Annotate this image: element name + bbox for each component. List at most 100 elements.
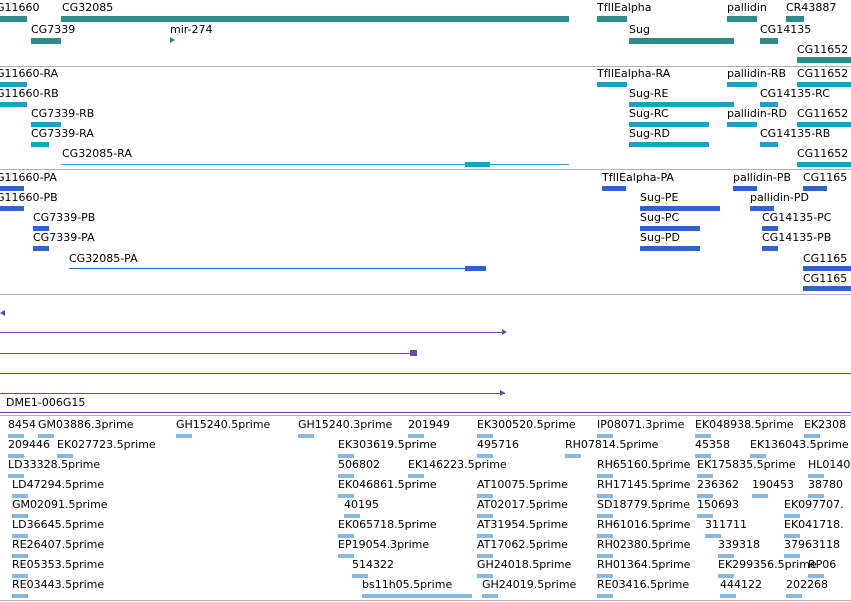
est-feature[interactable]	[808, 574, 824, 578]
est-label[interactable]: 236362	[697, 478, 739, 491]
est-label[interactable]: bs11h05.5prime	[362, 578, 453, 591]
est-feature[interactable]	[176, 434, 192, 438]
gene-feature[interactable]	[597, 16, 627, 22]
est-label[interactable]: 37963118	[784, 538, 840, 551]
feature-label[interactable]: CG11652	[797, 147, 849, 160]
protein-feature[interactable]	[640, 246, 700, 251]
transcript-feature[interactable]	[797, 162, 851, 167]
est-feature[interactable]	[477, 434, 493, 438]
est-label[interactable]: RH61016.5prime	[597, 518, 691, 531]
feature-label[interactable]: G11660-PB	[0, 191, 58, 204]
feature-label[interactable]: Sug-PC	[640, 211, 680, 224]
gene-feature[interactable]	[629, 38, 734, 44]
est-label[interactable]: RP06	[808, 558, 837, 571]
est-label[interactable]: EK027723.5prime	[57, 438, 156, 451]
feature-label[interactable]: CG7339-PB	[33, 211, 96, 224]
est-feature[interactable]	[752, 494, 768, 498]
transcript-feature[interactable]	[0, 102, 27, 107]
est-feature[interactable]	[8, 454, 24, 458]
clone-feature[interactable]	[0, 353, 415, 354]
est-label[interactable]: 339318	[718, 538, 760, 551]
feature-label[interactable]: CG11652	[797, 43, 849, 56]
est-label[interactable]: AT31954.5prime	[477, 518, 568, 531]
gene-feature[interactable]	[786, 16, 804, 22]
est-label[interactable]: 495716	[477, 438, 519, 451]
est-feature[interactable]	[338, 454, 354, 458]
clone-feature[interactable]	[0, 412, 851, 413]
est-feature[interactable]	[338, 534, 354, 538]
est-feature[interactable]	[362, 594, 472, 598]
est-label[interactable]: 40195	[344, 498, 379, 511]
est-feature[interactable]	[597, 574, 613, 578]
feature-label[interactable]: G11660-RB	[0, 87, 59, 100]
feature-label[interactable]: mir-274	[170, 23, 213, 36]
transcript-feature[interactable]	[727, 122, 757, 127]
est-label[interactable]: GH15240.5prime	[176, 418, 271, 431]
est-feature[interactable]	[784, 514, 800, 518]
est-label[interactable]: LD47294.5prime	[12, 478, 105, 491]
est-feature[interactable]	[408, 434, 424, 438]
gene-feature[interactable]	[0, 16, 27, 22]
feature-label[interactable]: CG7339-RB	[31, 107, 95, 120]
protein-feature[interactable]	[733, 186, 757, 191]
protein-feature[interactable]	[465, 266, 486, 271]
transcript-feature[interactable]	[0, 82, 27, 87]
est-label[interactable]: EK300520.5prime	[477, 418, 576, 431]
est-feature[interactable]	[12, 554, 28, 558]
clone-feature[interactable]	[0, 373, 851, 374]
est-feature[interactable]	[597, 534, 613, 538]
est-feature[interactable]	[784, 534, 800, 538]
est-feature[interactable]	[298, 434, 314, 438]
est-feature[interactable]	[477, 514, 493, 518]
transcript-feature[interactable]	[629, 142, 709, 147]
est-label[interactable]: EK097707.	[784, 498, 844, 511]
transcript-feature[interactable]	[465, 162, 490, 167]
transcript-feature[interactable]	[31, 122, 61, 127]
est-label[interactable]: SD18779.5prime	[597, 498, 690, 511]
est-label[interactable]: EK048938.5prime	[695, 418, 794, 431]
est-label[interactable]: 38780	[808, 478, 843, 491]
feature-label[interactable]: CG7339-PA	[33, 231, 95, 244]
transcript-feature[interactable]	[629, 102, 734, 107]
feature-label[interactable]: CG14135-RC	[760, 87, 830, 100]
feature-label[interactable]: CG7339	[31, 23, 76, 36]
est-label[interactable]: EK303619.5prime	[338, 438, 437, 451]
feature-label[interactable]: Sug-RC	[629, 107, 669, 120]
est-label[interactable]: 444122	[720, 578, 762, 591]
est-feature[interactable]	[338, 494, 354, 498]
feature-label[interactable]: pallidin-PB	[733, 171, 792, 184]
est-feature[interactable]	[597, 514, 613, 518]
feature-label[interactable]: CG1165	[803, 252, 848, 265]
protein-feature[interactable]	[640, 206, 720, 211]
gene-feature[interactable]	[61, 16, 569, 22]
protein-feature[interactable]	[803, 286, 851, 291]
est-label[interactable]: GM02091.5prime	[12, 498, 108, 511]
est-feature[interactable]	[338, 474, 354, 478]
est-feature[interactable]	[808, 474, 824, 478]
feature-label[interactable]: Sug-RD	[629, 127, 671, 140]
transcript-feature[interactable]	[797, 82, 851, 87]
est-label[interactable]: HL0140	[808, 458, 851, 471]
gene-feature[interactable]	[170, 37, 175, 43]
est-label[interactable]: 8454	[8, 418, 36, 431]
feature-label[interactable]: Sug-PD	[640, 231, 681, 244]
est-label[interactable]: EP19054.3prime	[338, 538, 430, 551]
est-feature[interactable]	[804, 434, 820, 438]
est-label[interactable]: GH24019.5prime	[482, 578, 577, 591]
est-label[interactable]: GH24018.5prime	[477, 558, 572, 571]
feature-label[interactable]: pallidin-RB	[727, 67, 787, 80]
est-feature[interactable]	[8, 474, 24, 478]
est-feature[interactable]	[477, 534, 493, 538]
feature-label[interactable]: Sug	[629, 23, 650, 36]
feature-label[interactable]: pallidin-PD	[750, 191, 809, 204]
est-label[interactable]: 506802	[338, 458, 380, 471]
est-label[interactable]: RE26407.5prime	[12, 538, 105, 551]
feature-label[interactable]: G11660-RA	[0, 67, 59, 80]
feature-label[interactable]: Sug-PE	[640, 191, 679, 204]
feature-label[interactable]: CG32085-RA	[62, 147, 132, 160]
protein-feature[interactable]	[803, 186, 827, 191]
est-label[interactable]: 150693	[697, 498, 739, 511]
feature-label[interactable]: TfIIEalpha-PA	[602, 171, 674, 184]
est-feature[interactable]	[477, 454, 493, 458]
protein-feature[interactable]	[602, 186, 626, 191]
